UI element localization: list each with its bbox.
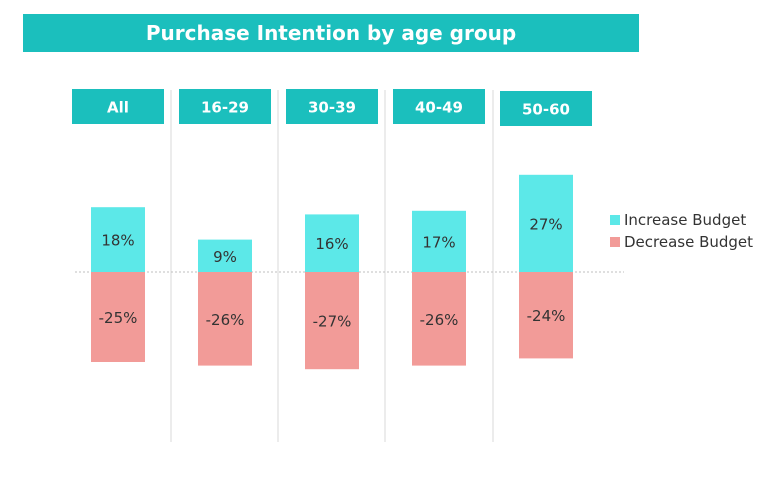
bar-increase-5 [519, 174, 573, 272]
category-header-4 [393, 89, 485, 124]
data-label-increase-4: 17% [422, 233, 455, 251]
data-label-decrease-4: -26% [420, 311, 459, 329]
data-label-decrease-5: -24% [527, 307, 566, 325]
bar-increase-3 [305, 214, 359, 272]
category-header-3 [286, 89, 378, 124]
data-label-decrease-3: -27% [313, 313, 352, 331]
bar-decrease-2 [198, 272, 252, 366]
category-label-4: 40-49 [415, 99, 463, 117]
bar-increase-2 [198, 239, 252, 272]
legend-label-increase: Increase Budget [624, 211, 747, 229]
legend-item-decrease: Decrease Budget [610, 233, 753, 251]
data-label-decrease-2: -26% [206, 311, 245, 329]
legend-swatch-increase [610, 215, 620, 225]
category-header-5 [500, 91, 592, 126]
data-label-increase-1: 18% [101, 232, 134, 250]
bar-decrease-5 [519, 272, 573, 359]
category-label-3: 30-39 [308, 99, 356, 117]
category-header-2 [179, 89, 271, 124]
category-label-5: 50-60 [522, 101, 570, 119]
category-label-1: All [107, 99, 129, 117]
bar-decrease-1 [91, 272, 145, 362]
legend-label-decrease: Decrease Budget [624, 233, 754, 251]
legend-swatch-decrease [610, 237, 620, 247]
bar-increase-1 [91, 207, 145, 272]
data-label-decrease-1: -25% [99, 309, 138, 327]
bar-decrease-4 [412, 272, 466, 366]
data-label-increase-5: 27% [529, 215, 562, 233]
legend-item-increase: Increase Budget [610, 211, 746, 229]
category-header-1 [72, 89, 164, 124]
bar-decrease-3 [305, 272, 359, 370]
category-label-2: 16-29 [201, 99, 249, 117]
bar-increase-4 [412, 210, 466, 272]
data-label-increase-2: 9% [213, 248, 237, 266]
data-label-increase-3: 16% [315, 235, 348, 253]
chart-title: Purchase Intention by age group [23, 14, 639, 52]
